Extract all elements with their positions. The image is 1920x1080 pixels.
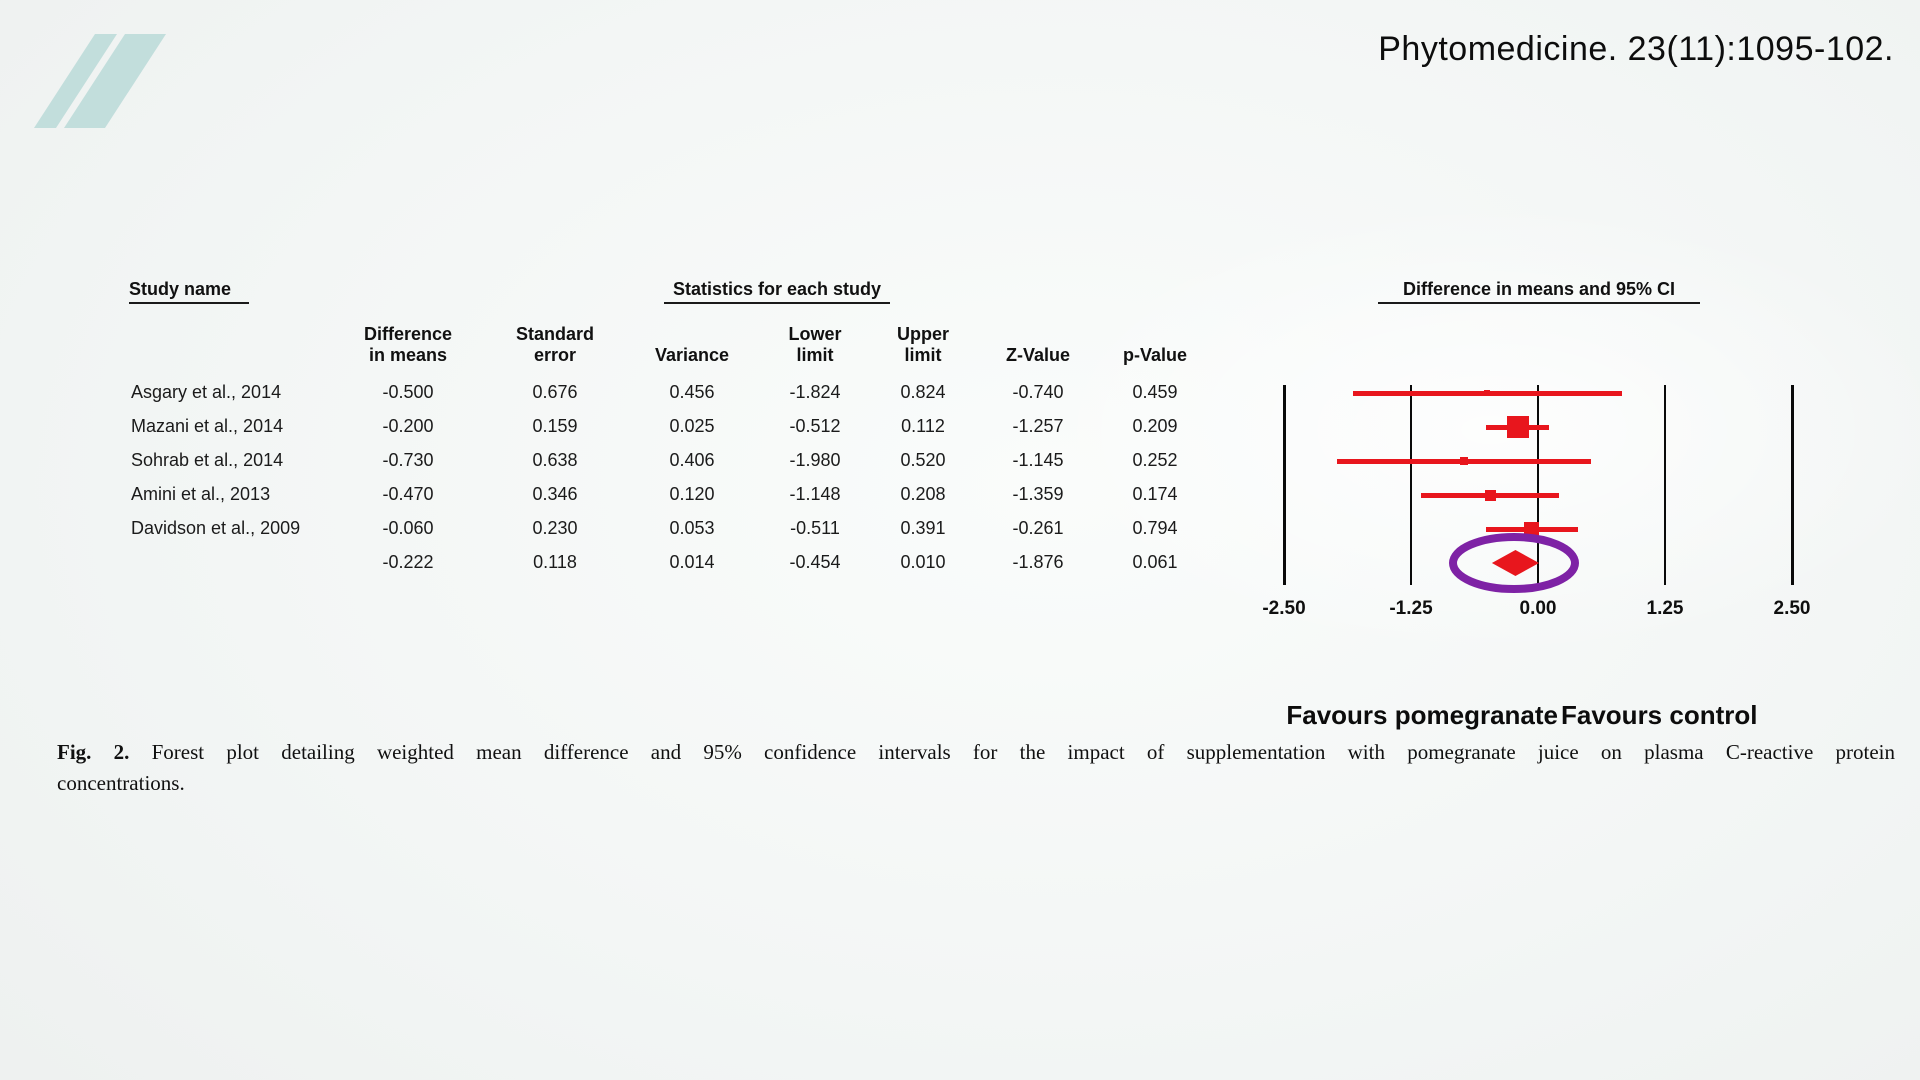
table-cell-lower_limit: -1.824 [789, 382, 841, 402]
table-cell-standard_error: 0.159 [532, 416, 578, 436]
col-header-1: Standard error [515, 324, 594, 365]
study-name-cell: Mazani et al., 2014 [131, 416, 284, 436]
axis-tick-label-1.25: 1.25 [1646, 598, 1684, 619]
caption-line-2: concentrations. [57, 771, 185, 795]
table-cell-z_value: -0.261 [1012, 518, 1064, 538]
plot-title: Difference in means and 95% CI [1378, 278, 1700, 304]
mean-marker [1484, 489, 1496, 501]
table-cell-p_value: 0.209 [1132, 416, 1178, 436]
axis-line-2.50 [1790, 385, 1794, 585]
table-cell-diff_in_means: -0.470 [382, 484, 434, 504]
table-cell-upper_limit: 0.824 [900, 382, 946, 402]
table-cell-variance: 0.120 [669, 484, 715, 504]
table-cell-variance: 0.025 [669, 416, 715, 436]
col-header-0: Difference in means [363, 324, 453, 365]
axis-tick-label--1.25: -1.25 [1389, 598, 1433, 619]
table-cell-standard_error: 0.638 [532, 450, 578, 470]
highlight-ellipse [1449, 533, 1579, 593]
favours-left-label: Favours pomegranate [1286, 700, 1558, 730]
table-cell-standard_error: 0.118 [533, 552, 577, 572]
table-cell-variance: 0.053 [669, 518, 715, 538]
brand-logo-n-icon [34, 34, 166, 128]
mean-marker [1459, 457, 1468, 465]
table-cell-z_value: -1.145 [1012, 450, 1064, 470]
pooled-diamond [1491, 550, 1540, 576]
caption-text: Forest plot detailing weighted mean diff… [151, 740, 1895, 764]
axis-line--2.50 [1282, 385, 1286, 585]
table-cell-lower_limit: -1.148 [789, 484, 841, 504]
col-header-6: p-Value [1122, 345, 1188, 365]
study-name-column-header: Study name [129, 278, 249, 304]
table-cell-lower_limit: -0.512 [789, 416, 841, 436]
table-cell-z_value: -1.359 [1012, 484, 1064, 504]
axis-tick-label-2.50: 2.50 [1773, 598, 1811, 619]
axis-line-1.25 [1664, 385, 1666, 585]
table-cell-standard_error: 0.230 [532, 518, 578, 538]
table-cell-upper_limit: 0.010 [900, 552, 946, 572]
table-cell-z_value: -0.740 [1012, 382, 1064, 402]
table-cell-diff_in_means: -0.222 [382, 552, 434, 572]
col-header-3: Lower limit [788, 324, 842, 365]
table-cell-diff_in_means: -0.200 [382, 416, 434, 436]
mean-marker [1506, 416, 1529, 438]
table-cell-p_value: 0.061 [1132, 552, 1178, 572]
mean-marker [1524, 521, 1540, 537]
table-cell-variance: 0.456 [669, 382, 715, 402]
study-name-cell: Asgary et al., 2014 [131, 382, 282, 402]
table-cell-upper_limit: 0.520 [900, 450, 946, 470]
table-cell-standard_error: 0.346 [532, 484, 578, 504]
table-cell-z_value: -1.257 [1012, 416, 1064, 436]
study-name-cell: Davidson et al., 2009 [131, 518, 301, 538]
col-header-5: Z-Value [1005, 345, 1071, 365]
table-cell-variance: 0.014 [669, 552, 715, 572]
table-cell-upper_limit: 0.391 [900, 518, 946, 538]
table-cell-lower_limit: -0.454 [789, 552, 841, 572]
table-cell-p_value: 0.174 [1132, 484, 1178, 504]
table-cell-lower_limit: -1.980 [789, 450, 841, 470]
figure-caption: Fig. 2. Forest plot detailing weighted m… [57, 737, 1895, 799]
table-cell-variance: 0.406 [669, 450, 715, 470]
table-cell-p_value: 0.794 [1132, 518, 1178, 538]
table-cell-upper_limit: 0.208 [900, 484, 946, 504]
col-header-4: Upper limit [896, 324, 949, 365]
pooled-result-annotation [1449, 533, 1579, 593]
study-name-cell: Sohrab et al., 2014 [131, 450, 284, 470]
favours-right-label: Favours control [1561, 700, 1758, 730]
table-cell-diff_in_means: -0.500 [382, 382, 434, 402]
axis-tick-label-0.00: 0.00 [1519, 598, 1557, 619]
caption-label: Fig. 2. [57, 740, 130, 764]
mean-marker [1484, 390, 1491, 396]
journal-reference: Phytomedicine. 23(11):1095-102. [1378, 30, 1894, 68]
table-cell-p_value: 0.252 [1132, 450, 1178, 470]
caption-line-1: Fig. 2. Forest plot detailing weighted m… [57, 737, 1895, 768]
axis-line--1.25 [1410, 385, 1412, 585]
study-name-cell: Amini et al., 2013 [131, 484, 271, 504]
table-cell-z_value: -1.876 [1012, 552, 1064, 572]
col-header-2: Variance [654, 345, 730, 365]
table-cell-diff_in_means: -0.060 [382, 518, 434, 538]
table-cell-standard_error: 0.676 [532, 382, 578, 402]
axis-line-0.00 [1537, 385, 1539, 585]
axis-tick-label--2.50: -2.50 [1262, 598, 1306, 619]
table-cell-diff_in_means: -0.730 [382, 450, 434, 470]
table-cell-upper_limit: 0.112 [901, 416, 945, 436]
table-cell-p_value: 0.459 [1132, 382, 1178, 402]
table-cell-lower_limit: -0.511 [790, 518, 840, 538]
stats-group-header: Statistics for each study [664, 278, 890, 304]
